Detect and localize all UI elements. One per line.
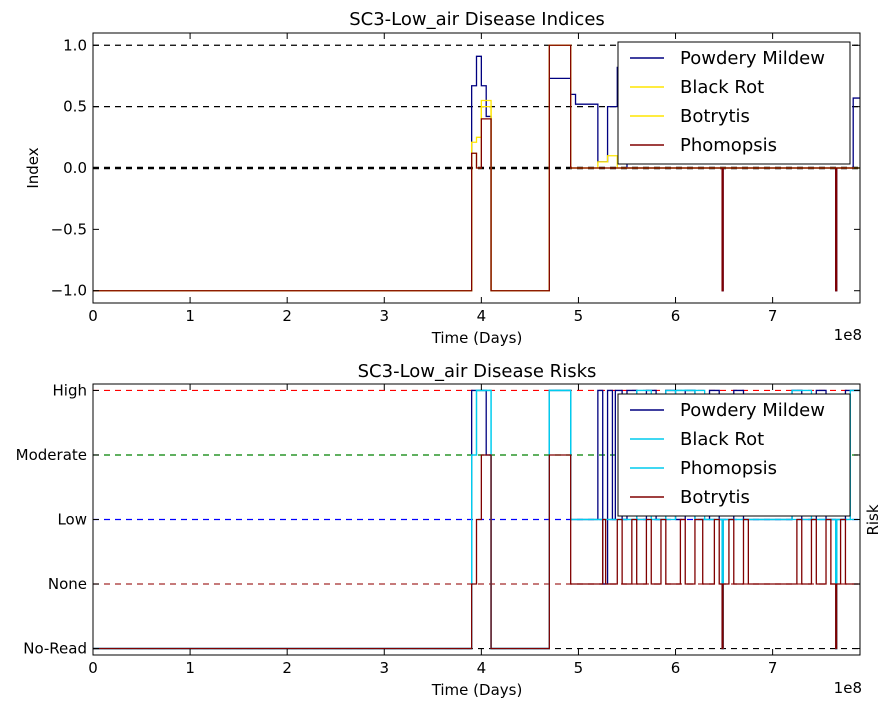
axis-ticks: 0 1 2 3 4 5 6 7 −1.0 −0.5 0.0 0.5 1.0: [51, 33, 860, 325]
y-tick-label: No-Read: [23, 640, 87, 658]
series-group: [93, 389, 860, 650]
x-axis-label: Time (Days): [431, 329, 523, 347]
legend-label: Powdery Mildew: [680, 48, 825, 69]
y-tick-label: Moderate: [16, 446, 87, 464]
legend-label: Phomopsis: [680, 458, 777, 479]
legend-label: Botrytis: [680, 487, 750, 508]
y-tick-label: 0.5: [63, 98, 87, 116]
legend-label: Botrytis: [680, 106, 750, 127]
legend-box: [617, 393, 851, 517]
indices-chart: SC3-Low_air Disease Indices Time (Days) …: [24, 9, 862, 347]
x-tick-label: 6: [671, 307, 681, 325]
x-tick-label: 0: [88, 307, 98, 325]
x-tick-label: 3: [379, 659, 389, 677]
x-tick-label: 6: [671, 659, 681, 677]
x-tick-label: 0: [88, 659, 98, 677]
x-tick-label: 5: [574, 307, 584, 325]
x-tick-label: 2: [282, 307, 292, 325]
chart-title: SC3-Low_air Disease Indices: [349, 9, 605, 30]
y-tick-label: −0.5: [51, 220, 87, 238]
x-tick-label: 2: [282, 659, 292, 677]
x-tick-label: 3: [379, 307, 389, 325]
chart-title: SC3-Low_air Disease Risks: [358, 361, 597, 382]
legend-box: [617, 41, 851, 165]
legend-label: Black Rot: [680, 429, 764, 450]
y-tick-label: −1.0: [51, 282, 87, 300]
x-offset-text: 1e8: [834, 326, 862, 344]
y-axis-label: Index: [24, 147, 42, 188]
x-tick-label: 7: [768, 307, 778, 325]
series-line-phomopsis: [93, 44, 860, 292]
x-tick-label: 1: [185, 307, 195, 325]
legend-label: Powdery Mildew: [680, 400, 825, 421]
x-tick-label: 4: [477, 659, 487, 677]
legend: Powdery Mildew Black Rot Botrytis Phomopsis: [617, 41, 851, 165]
legend-label: Phomopsis: [680, 135, 777, 156]
y-tick-label: 1.0: [63, 36, 87, 54]
y-tick-label: High: [53, 381, 87, 399]
axis-ticks: 0 1 2 3 4 5 6 7 No-Read None Low Moderate High: [16, 381, 860, 677]
y-tick-label: Low: [57, 511, 87, 529]
y-tick-label: 0.0: [63, 159, 87, 177]
x-axis-label: Time (Days): [431, 681, 523, 699]
x-offset-text: 1e8: [834, 679, 862, 697]
legend: Powdery Mildew Black Rot Phomopsis Botrytis: [617, 393, 851, 517]
x-tick-label: 7: [768, 659, 778, 677]
series-line-botrytis: [93, 454, 860, 650]
y-axis-label: Risk: [864, 504, 882, 535]
x-tick-label: 4: [477, 307, 487, 325]
series-group: [93, 44, 860, 292]
legend-label: Black Rot: [680, 77, 764, 98]
y-tick-label: None: [48, 575, 87, 593]
x-tick-label: 1: [185, 659, 195, 677]
x-tick-label: 5: [574, 659, 584, 677]
risks-chart: SC3-Low_air Disease Risks Time (Days) Ri…: [16, 361, 882, 699]
